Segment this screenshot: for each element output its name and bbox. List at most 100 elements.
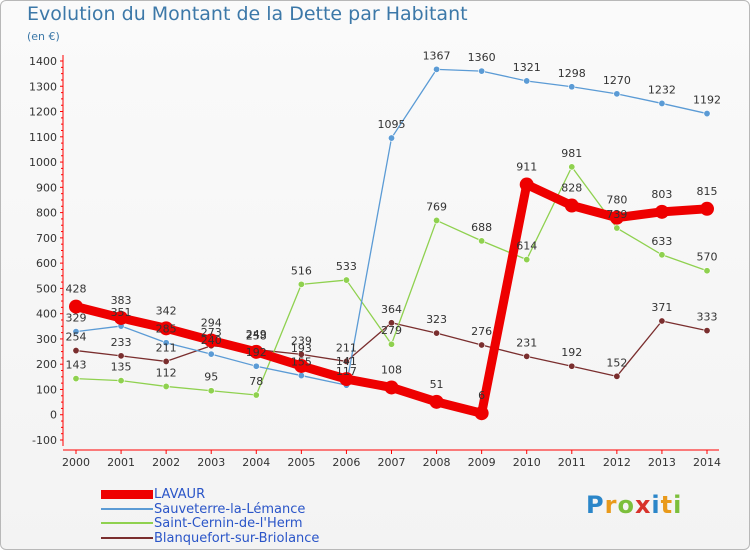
data-point <box>613 90 621 98</box>
data-point <box>69 299 83 314</box>
legend-swatch <box>101 522 153 524</box>
data-point <box>384 380 399 395</box>
data-label: 1232 <box>648 83 676 96</box>
logo-letter: P <box>586 491 605 519</box>
x-tick-label: 2000 <box>62 456 90 469</box>
data-label: 1321 <box>513 61 541 74</box>
data-label: 192 <box>561 346 582 359</box>
data-point <box>72 347 80 355</box>
x-tick-label: 2008 <box>423 456 451 469</box>
data-label: 273 <box>201 326 222 339</box>
data-point <box>609 210 624 225</box>
y-tick-label: 1200 <box>29 106 57 119</box>
data-label: 141 <box>336 355 357 368</box>
data-point <box>117 352 125 360</box>
x-tick-label: 2001 <box>107 456 135 469</box>
data-label: 249 <box>246 328 267 341</box>
data-point <box>568 163 576 171</box>
data-label: 351 <box>111 306 132 319</box>
data-point <box>297 372 305 380</box>
data-point <box>117 377 125 385</box>
data-point <box>252 391 260 399</box>
legend-swatch <box>101 507 153 510</box>
data-label: 143 <box>66 359 87 372</box>
series-line <box>75 68 708 386</box>
data-point <box>433 216 441 224</box>
data-label: 1360 <box>468 51 496 64</box>
data-point <box>564 198 579 213</box>
data-point <box>207 387 215 395</box>
data-point <box>204 333 219 348</box>
x-tick-label: 2009 <box>468 456 496 469</box>
data-point <box>297 350 305 358</box>
data-point <box>478 67 486 75</box>
data-point <box>72 375 80 383</box>
legend-swatch <box>101 489 153 499</box>
data-label: 1298 <box>558 67 586 80</box>
data-point <box>433 65 441 73</box>
y-tick-label: -100 <box>32 434 57 447</box>
data-point <box>523 352 531 360</box>
data-point <box>703 267 711 275</box>
legend-swatch <box>101 536 153 539</box>
data-label: 135 <box>111 361 132 374</box>
data-point <box>433 329 441 337</box>
data-label: 233 <box>111 336 132 349</box>
data-label: 294 <box>201 316 222 329</box>
data-label: 6 <box>478 389 485 402</box>
y-tick-label: 300 <box>36 333 57 346</box>
data-point <box>207 350 215 358</box>
data-point <box>429 394 444 409</box>
data-point <box>523 77 531 85</box>
data-point <box>387 319 395 327</box>
logo-letter: o <box>617 491 635 519</box>
data-label: 1192 <box>693 94 721 107</box>
data-point <box>252 362 260 370</box>
data-label: 633 <box>651 235 672 248</box>
logo-letter: r <box>604 491 618 519</box>
data-point <box>658 317 666 325</box>
legend-label: LAVAUR <box>154 487 206 502</box>
data-point <box>114 310 129 325</box>
data-label: 911 <box>516 161 537 174</box>
data-point <box>568 362 576 370</box>
data-label: 285 <box>156 323 177 336</box>
data-label: 323 <box>426 313 447 326</box>
data-label: 95 <box>204 371 218 384</box>
x-tick-label: 2005 <box>287 456 315 469</box>
x-tick-label: 2010 <box>513 456 541 469</box>
y-tick-label: 800 <box>36 207 57 220</box>
data-label: 1367 <box>423 49 451 62</box>
data-label: 371 <box>651 301 672 314</box>
data-label: 211 <box>336 341 357 354</box>
logo-letter: i <box>651 491 661 519</box>
y-tick-label: 1000 <box>29 156 57 169</box>
data-point <box>162 382 170 390</box>
data-label: 428 <box>66 283 87 296</box>
x-tick-label: 2013 <box>648 456 676 469</box>
data-point <box>474 406 489 421</box>
y-tick-label: 700 <box>36 232 57 245</box>
y-tick-label: 900 <box>36 181 57 194</box>
y-tick-label: 0 <box>50 409 57 422</box>
x-tick-label: 2012 <box>603 456 631 469</box>
data-label: 780 <box>606 194 627 207</box>
y-tick-label: 400 <box>36 308 57 321</box>
data-point <box>568 83 576 91</box>
data-label: 342 <box>156 304 177 317</box>
data-label: 533 <box>336 260 357 273</box>
data-label: 333 <box>697 311 718 324</box>
x-tick-label: 2003 <box>197 456 225 469</box>
data-point <box>613 372 621 380</box>
data-point <box>162 339 170 347</box>
data-point <box>519 177 534 192</box>
data-label: 769 <box>426 200 447 213</box>
data-point <box>339 372 354 387</box>
data-label: 614 <box>516 240 537 253</box>
x-tick-label: 2002 <box>152 456 180 469</box>
data-label: 240 <box>201 334 222 347</box>
y-tick-label: 100 <box>36 383 57 396</box>
x-tick-label: 2014 <box>693 456 721 469</box>
